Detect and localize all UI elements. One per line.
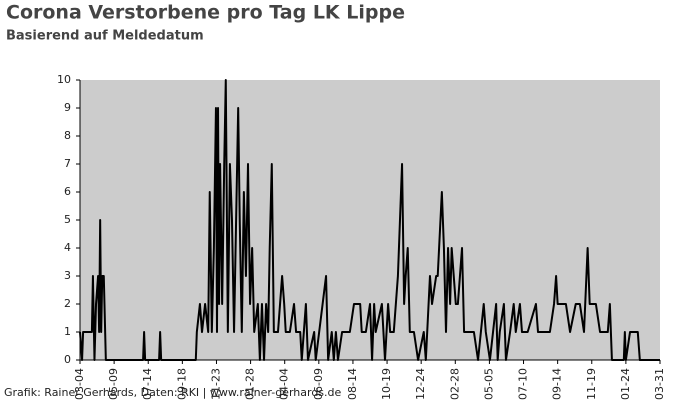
x-tick-label: 08-14 <box>346 368 359 400</box>
x-tick-label: 02-28 <box>448 368 461 400</box>
x-tick-label: 01-28 <box>244 368 257 400</box>
y-tick-label: 5 <box>64 213 71 226</box>
x-tick-label: 03-04 <box>73 368 86 400</box>
x-tick-label: 11-19 <box>585 368 598 400</box>
y-tick-label: 1 <box>64 325 71 338</box>
x-tick-label: 09-18 <box>175 368 188 400</box>
y-tick-label: 8 <box>64 129 71 142</box>
x-tick-label: 10-19 <box>380 368 393 400</box>
x-tick-label: 06-09 <box>312 368 325 400</box>
y-tick-label: 2 <box>64 297 71 310</box>
source-note: Grafik: Rainer Gerhards, Daten: RKI | ww… <box>4 386 342 399</box>
x-tick-label: 01-24 <box>619 368 632 400</box>
chart-subtitle: Basierend auf Meldedatum <box>6 29 204 44</box>
y-tick-label: 6 <box>64 185 71 198</box>
data-line <box>79 79 660 361</box>
x-tick-label: 12-24 <box>414 368 427 400</box>
y-tick-label: 9 <box>64 101 71 114</box>
x-tick-label: 04-04 <box>278 368 291 400</box>
y-tick-label: 0 <box>64 353 71 366</box>
x-tick-label: 05-09 <box>107 368 120 400</box>
y-tick-label: 10 <box>57 73 71 86</box>
chart-title: Corona Verstorbene pro Tag LK Lippe <box>6 2 405 24</box>
y-tick-label: 4 <box>64 241 71 254</box>
x-tick-label: 11-23 <box>209 368 222 400</box>
x-tick-label: 07-14 <box>141 368 154 400</box>
x-tick-label: 05-05 <box>482 368 495 400</box>
y-tick-label: 7 <box>64 157 71 170</box>
y-tick-label: 3 <box>64 269 71 282</box>
x-tick-label: 09-14 <box>551 368 564 400</box>
x-tick-label: 07-10 <box>517 368 530 400</box>
x-tick-label: 03-31 <box>653 368 666 400</box>
